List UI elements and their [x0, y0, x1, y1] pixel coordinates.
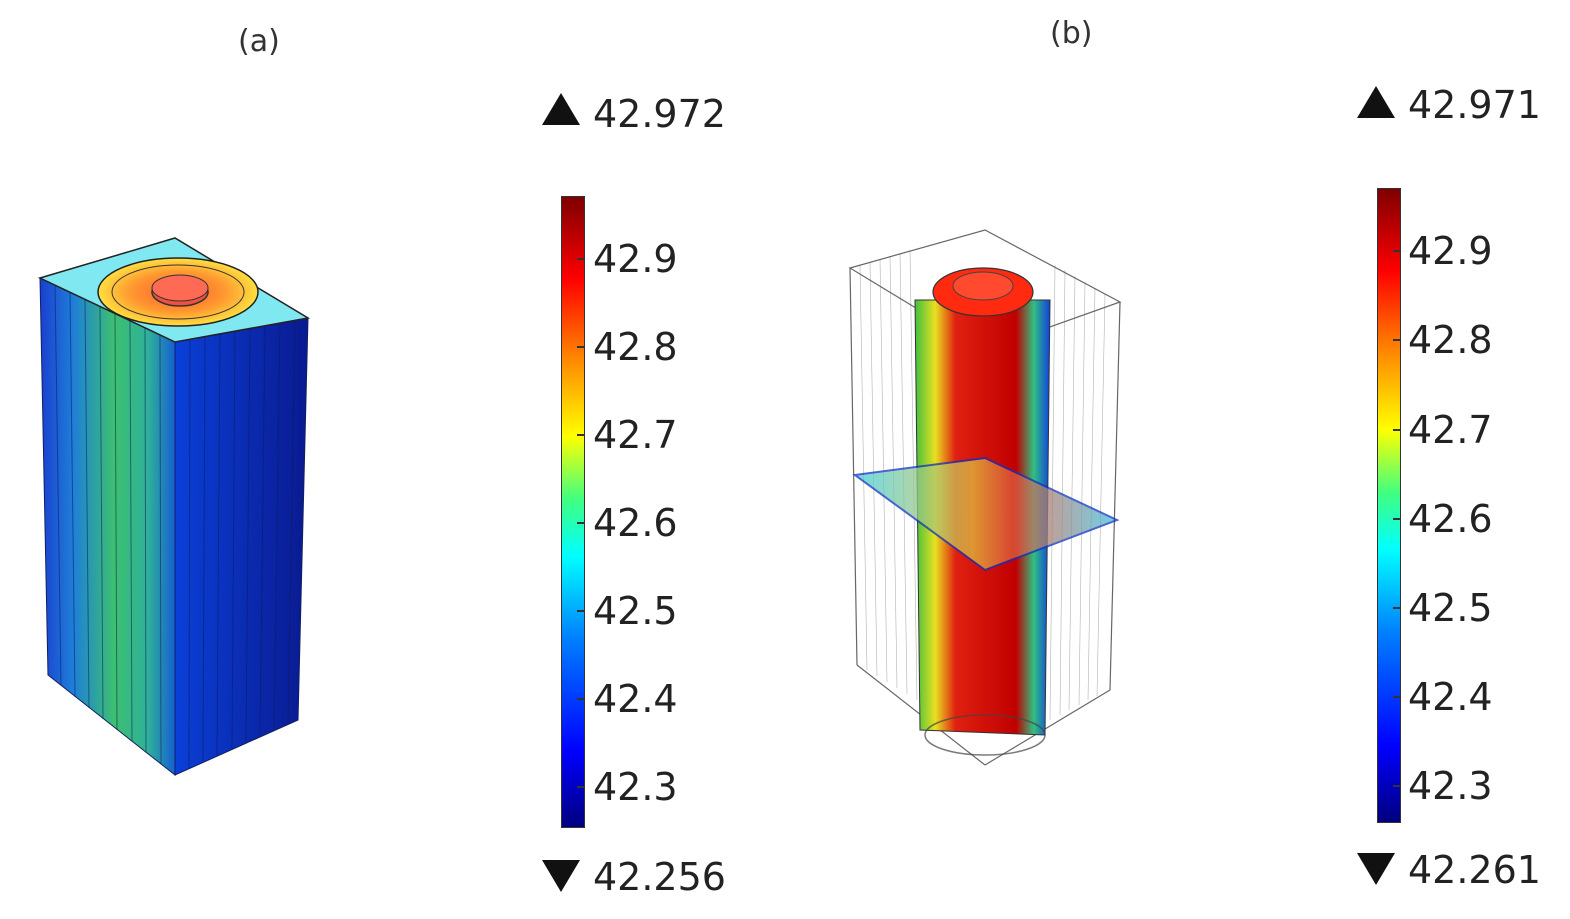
- temperature-slice-plane: [852, 456, 1120, 572]
- colorbar-tick-label: 42.4: [1408, 675, 1493, 720]
- max-marker-icon-a: [542, 93, 580, 125]
- max-marker-icon-b: [1357, 86, 1395, 118]
- battery-temperature-render-a: [37, 237, 311, 777]
- colorbar-a-max: 42.972: [593, 92, 726, 136]
- colorbar-tick-label: 42.9: [1408, 229, 1493, 274]
- colorbar-tick: [1393, 517, 1401, 520]
- colorbar-tick: [1393, 428, 1401, 431]
- battery-temperature-render-b: [848, 229, 1122, 766]
- colorbar-tick: [577, 346, 585, 349]
- colorbar-tick-label: 42.3: [593, 765, 678, 810]
- colorbar-tick-label: 42.5: [1408, 585, 1493, 630]
- colorbar-tick: [1393, 785, 1401, 788]
- colorbar-tick-label: 42.3: [1408, 764, 1493, 809]
- colorbar-tick: [577, 610, 585, 613]
- colorbar-tick: [577, 434, 585, 437]
- colorbar-tick: [577, 258, 585, 261]
- colorbar-tick-label: 42.8: [1408, 318, 1493, 363]
- colorbar-tick: [1393, 250, 1401, 253]
- colorbar-b-min: 42.261: [1408, 848, 1541, 892]
- colorbar-tick: [1393, 606, 1401, 609]
- colorbar-tick-label: 42.6: [593, 501, 678, 546]
- colorbar-a: [561, 196, 585, 828]
- colorbar-tick-label: 42.4: [593, 677, 678, 722]
- colorbar-tick: [1393, 339, 1401, 342]
- colorbar-tick-label: 42.7: [593, 413, 678, 458]
- battery-side-face-left: [39, 277, 176, 777]
- panel-a-label: (a): [238, 24, 280, 59]
- colorbar-tick-label: 42.8: [593, 325, 678, 370]
- colorbar-tick: [577, 522, 585, 525]
- colorbar-tick: [1393, 696, 1401, 699]
- colorbar-tick-label: 42.9: [593, 237, 678, 282]
- colorbar-b: [1377, 188, 1401, 823]
- colorbar-tick-label: 42.6: [1408, 496, 1493, 541]
- min-marker-icon-a: [542, 860, 580, 892]
- colorbar-tick: [577, 698, 585, 701]
- colorbar-b-max: 42.971: [1408, 83, 1541, 127]
- colorbar-a-min: 42.256: [593, 855, 726, 899]
- min-marker-icon-b: [1357, 853, 1395, 885]
- colorbar-tick: [577, 786, 585, 789]
- panel-b-label: (b): [1050, 16, 1093, 51]
- colorbar-tick-label: 42.5: [593, 589, 678, 634]
- colorbar-tick-label: 42.7: [1408, 407, 1493, 452]
